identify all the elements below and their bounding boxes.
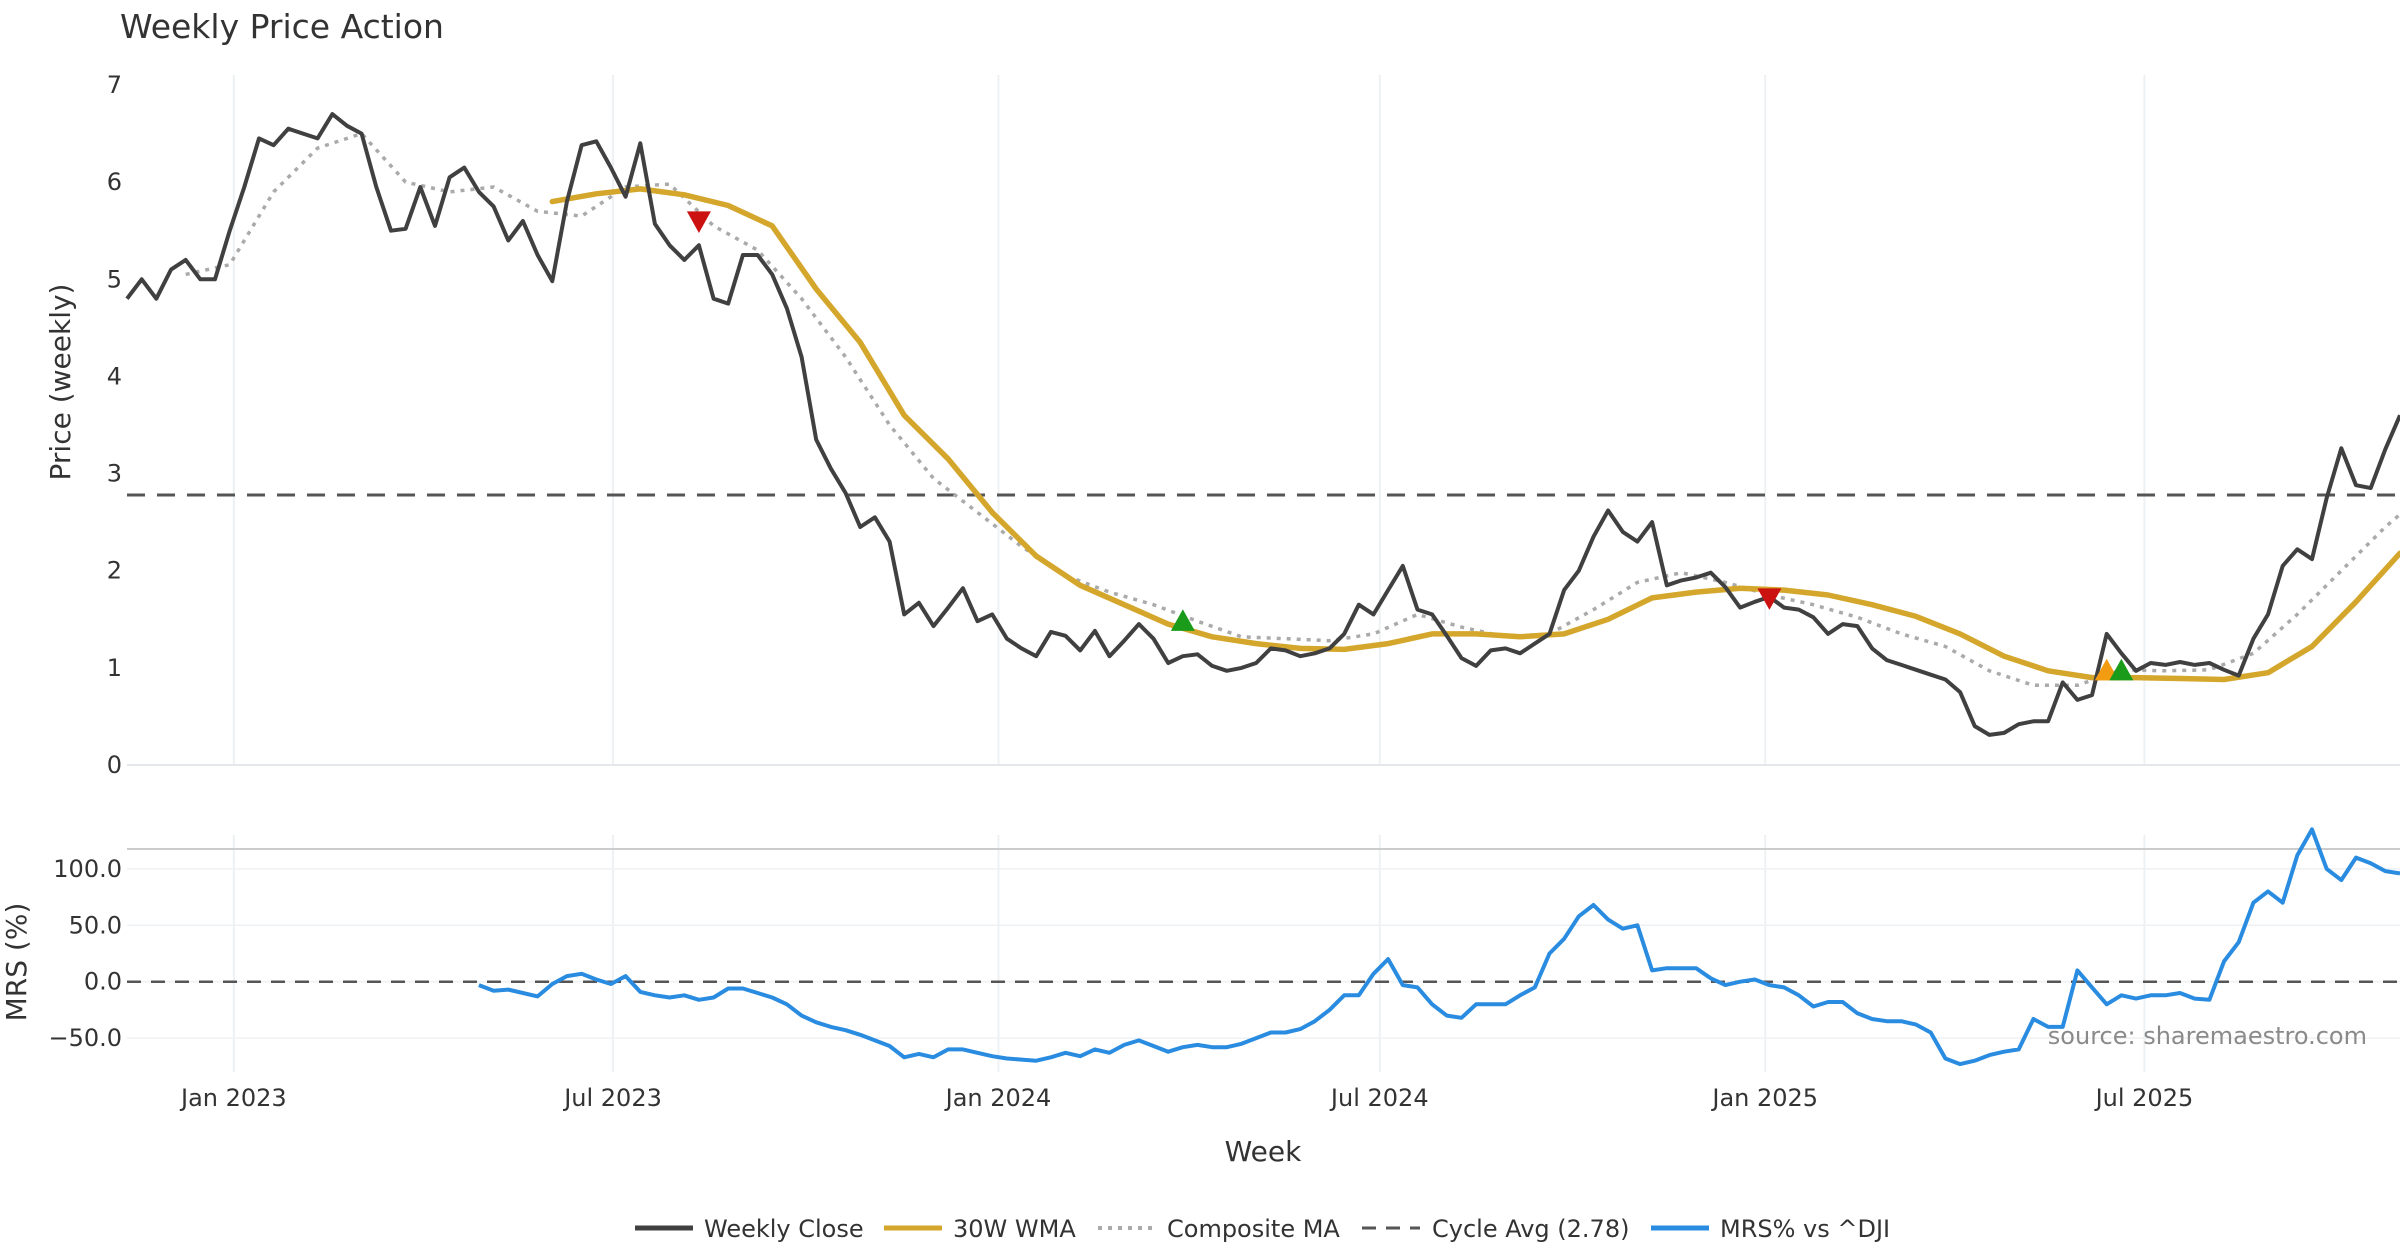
mrs-tick-label: −50.0 bbox=[48, 1024, 122, 1052]
price-tick-label: 4 bbox=[107, 362, 122, 390]
axis-layer: Jan 2023 Jul 2023 Jan 2024 Jul 2024 Jan 2025… bbox=[48, 71, 2193, 1112]
mrs-tick-label: 100.0 bbox=[53, 855, 122, 883]
price-axis-title: Price (weekly) bbox=[44, 284, 77, 481]
price-panel bbox=[125, 112, 2400, 737]
weekly-close-line bbox=[125, 112, 2400, 737]
legend-label-composite-ma: Composite MA bbox=[1167, 1215, 1340, 1243]
x-tick-label: Jul 2025 bbox=[2094, 1084, 2194, 1112]
mrs-panel bbox=[127, 827, 2400, 1067]
signal-marker-triangle-up bbox=[1170, 609, 1195, 631]
grid-layer bbox=[127, 75, 2400, 1072]
price-tick-label: 2 bbox=[107, 557, 122, 585]
mrs-tick-label: 0.0 bbox=[84, 968, 122, 996]
signal-marker-triangle-up bbox=[2109, 658, 2134, 681]
chart-title: Weekly Price Action bbox=[120, 7, 444, 46]
mrs-tick-label: 50.0 bbox=[69, 911, 122, 939]
source-note: source: sharemaestro.com bbox=[2048, 1022, 2367, 1050]
signal-marker-triangle-down bbox=[1757, 588, 1782, 610]
legend-label-30w-wma: 30W WMA bbox=[953, 1215, 1076, 1243]
x-tick-label: Jan 2024 bbox=[944, 1084, 1052, 1112]
x-tick-label: Jan 2025 bbox=[1710, 1084, 1818, 1112]
price-tick-label: 3 bbox=[107, 460, 122, 488]
price-tick-label: 1 bbox=[107, 654, 122, 682]
composite-ma-line bbox=[185, 131, 2400, 688]
legend: Weekly Close 30W WMA Composite MA Cycle … bbox=[635, 1215, 1890, 1243]
legend-label-weekly-close: Weekly Close bbox=[704, 1215, 864, 1243]
price-tick-label: 5 bbox=[107, 265, 122, 293]
legend-label-mrs: MRS% vs ^DJI bbox=[1720, 1215, 1890, 1243]
wma-30w-line bbox=[549, 186, 2400, 683]
x-tick-label: Jul 2023 bbox=[562, 1084, 662, 1112]
price-tick-label: 0 bbox=[107, 751, 122, 779]
mrs-line bbox=[478, 827, 2400, 1067]
mrs-axis-title: MRS (%) bbox=[0, 903, 33, 1022]
signal-marker-triangle-down bbox=[686, 211, 711, 233]
price-tick-label: 7 bbox=[107, 71, 122, 99]
legend-label-cycle-avg: Cycle Avg (2.78) bbox=[1432, 1215, 1629, 1243]
x-axis-title: Week bbox=[1225, 1135, 1302, 1168]
price-tick-label: 6 bbox=[107, 168, 122, 196]
x-tick-label: Jan 2023 bbox=[179, 1084, 287, 1112]
x-tick-label: Jul 2024 bbox=[1329, 1084, 1429, 1112]
